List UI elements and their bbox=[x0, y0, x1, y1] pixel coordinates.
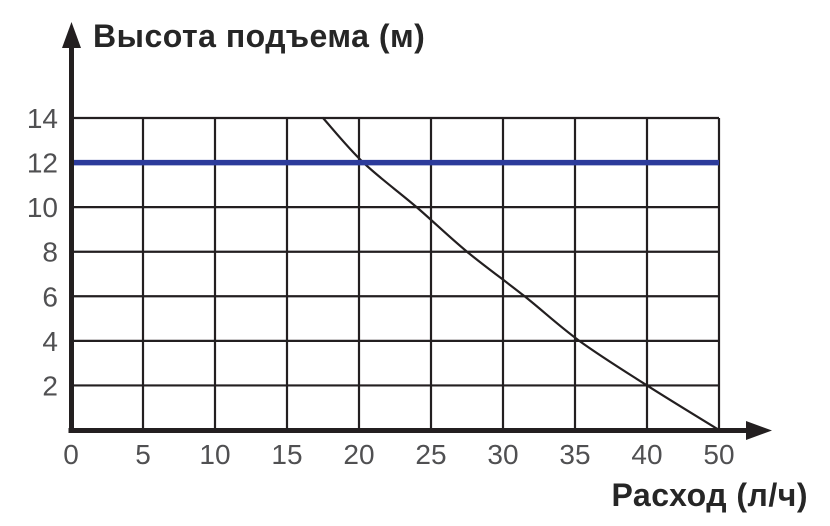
y-tick-label: 6 bbox=[42, 281, 58, 312]
x-tick-label: 20 bbox=[343, 439, 374, 470]
y-tick-label: 14 bbox=[27, 103, 58, 134]
y-tick-label: 8 bbox=[42, 237, 58, 268]
x-tick-label: 30 bbox=[487, 439, 518, 470]
x-tick-label: 25 bbox=[415, 439, 446, 470]
y-tick-label: 10 bbox=[27, 192, 58, 223]
y-tick-label: 4 bbox=[42, 326, 58, 357]
x-tick-label: 40 bbox=[631, 439, 662, 470]
x-tick-label: 15 bbox=[271, 439, 302, 470]
x-tick-label: 50 bbox=[703, 439, 734, 470]
x-tick-label: 35 bbox=[559, 439, 590, 470]
y-tick-label: 2 bbox=[42, 370, 58, 401]
pump-performance-curve bbox=[321, 116, 721, 432]
x-tick-label: 10 bbox=[199, 439, 230, 470]
x-axis-arrow bbox=[746, 421, 772, 440]
x-tick-label: 5 bbox=[135, 439, 151, 470]
chart-title: Высота подъема (м) bbox=[93, 18, 426, 54]
x-axis-label: Расход (л/ч) bbox=[611, 477, 808, 513]
y-axis-arrow bbox=[62, 22, 81, 48]
x-tick-label: 0 bbox=[63, 439, 79, 470]
y-tick-label: 12 bbox=[27, 148, 58, 179]
